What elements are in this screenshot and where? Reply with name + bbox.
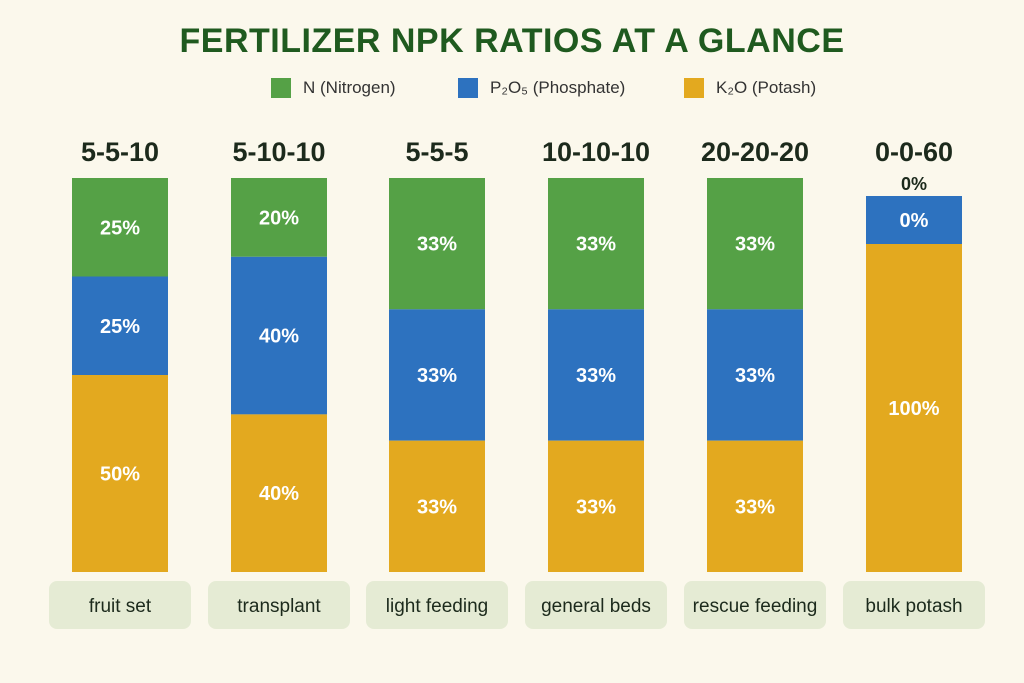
bar-segment-nitrogen (548, 178, 644, 310)
legend: N (Nitrogen) P₂O₅ (Phosphate) K₂O (Potas… (0, 78, 1024, 100)
legend-swatch-potash (684, 78, 704, 98)
value-label-potash: 50% (100, 464, 140, 486)
value-label-nitrogen: 25% (100, 217, 140, 239)
ratio-label: 0-0-60 (875, 137, 953, 167)
ratio-label: 5-5-10 (81, 137, 159, 167)
value-label-potash: 100% (888, 398, 939, 420)
ratio-label: 20-20-20 (701, 137, 809, 167)
value-label-nitrogen: 33% (576, 234, 616, 256)
value-label-potash: 33% (576, 496, 616, 518)
category-label: rescue feeding (693, 596, 818, 617)
category-pill (208, 581, 350, 629)
value-label-nitrogen: 20% (259, 207, 299, 229)
value-label-nitrogen: 33% (735, 234, 775, 256)
bar-segment-potash (72, 375, 168, 572)
value-label-phosphate: 40% (259, 326, 299, 348)
legend-label-nitrogen: N (Nitrogen) (303, 78, 396, 97)
bar-segment-potash (231, 414, 327, 572)
category-pill (843, 581, 985, 629)
legend-item-potash: K₂O (Potash) (684, 78, 816, 98)
bar-segment-phosphate (548, 309, 644, 441)
category-label: fruit set (89, 596, 152, 617)
legend-swatch-phosphate (458, 78, 478, 98)
category-label: bulk potash (865, 596, 962, 617)
value-label-phosphate: 33% (417, 365, 457, 387)
category-pill (525, 581, 667, 629)
bar-segment-nitrogen (231, 178, 327, 257)
bar-segment-potash (548, 440, 644, 572)
bar-segment-phosphate (72, 276, 168, 375)
category-pill (49, 581, 191, 629)
category-pill (366, 581, 508, 629)
ratio-label: 5-5-5 (405, 137, 468, 167)
bar-segment-phosphate (707, 309, 803, 441)
chart-title: FERTILIZER NPK RATIOS AT A GLANCE (179, 22, 845, 60)
legend-item-nitrogen: N (Nitrogen) (271, 78, 396, 98)
value-label-potash: 33% (417, 496, 457, 518)
value-label-phosphate: 33% (735, 365, 775, 387)
value-label-phosphate: 25% (100, 316, 140, 338)
category-pill (684, 581, 826, 629)
value-label-phosphate: 33% (576, 365, 616, 387)
bar-segment-nitrogen (389, 178, 485, 310)
value-label-nitrogen: 0% (901, 174, 927, 194)
bar-segment-potash (707, 440, 803, 572)
legend-item-phosphate: P₂O₅ (Phosphate) (458, 78, 625, 98)
category-label: light feeding (386, 596, 488, 617)
category-label: general beds (541, 596, 651, 617)
ratio-label: 5-10-10 (232, 137, 325, 167)
ratio-label: 10-10-10 (542, 137, 650, 167)
value-label-potash: 33% (735, 496, 775, 518)
bar-segment-phosphate (231, 256, 327, 415)
bar-segment-nitrogen (72, 178, 168, 277)
value-label-potash: 40% (259, 483, 299, 505)
bar-segment-phosphate (389, 309, 485, 441)
bar-segment-phosphate (866, 196, 962, 244)
legend-label-potash: K₂O (Potash) (716, 78, 817, 97)
bar-segment-nitrogen (707, 178, 803, 310)
category-label: transplant (237, 596, 321, 617)
value-label-nitrogen: 33% (417, 234, 457, 256)
bar-segment-potash (389, 440, 485, 572)
value-label-phosphate: 0% (900, 210, 929, 232)
legend-swatch-nitrogen (271, 78, 291, 98)
bar-segment-potash (866, 244, 962, 572)
legend-label-phosphate: P₂O₅ (Phosphate) (490, 78, 626, 97)
